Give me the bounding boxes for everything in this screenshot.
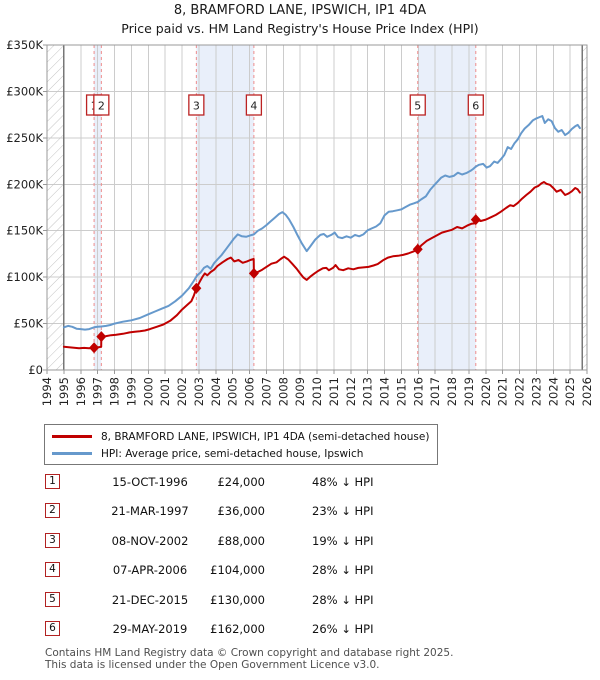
svg-text:£150K: £150K	[6, 224, 43, 238]
svg-text:£250K: £250K	[6, 131, 43, 145]
transaction-number-badge: 1	[45, 474, 60, 489]
table-row: 6 29-MAY-2019 £162,000 26% ↓ HPI	[0, 621, 600, 641]
legend-label-hpi: HPI: Average price, semi-detached house,…	[101, 447, 364, 460]
svg-text:£0: £0	[28, 363, 43, 377]
svg-text:1999: 1999	[124, 377, 138, 406]
footer-copyright: Contains HM Land Registry data © Crown c…	[45, 647, 454, 659]
transaction-date: 21-DEC-2015	[111, 593, 189, 607]
svg-text:2019: 2019	[462, 377, 476, 406]
transaction-hpi-diff: 28% ↓ HPI	[312, 563, 374, 577]
transaction-price: £130,000	[210, 593, 265, 607]
svg-text:2017: 2017	[428, 377, 442, 406]
svg-text:2022: 2022	[513, 377, 527, 406]
svg-text:1994: 1994	[40, 377, 54, 406]
transaction-price: £24,000	[217, 475, 265, 489]
svg-text:3: 3	[193, 100, 200, 113]
svg-text:1996: 1996	[74, 377, 88, 406]
table-row: 2 21-MAR-1997 £36,000 23% ↓ HPI	[0, 503, 600, 523]
svg-text:1995: 1995	[57, 377, 71, 406]
svg-text:2021: 2021	[496, 377, 510, 406]
svg-text:2013: 2013	[361, 377, 375, 406]
legend-label-property: 8, BRAMFORD LANE, IPSWICH, IP1 4DA (semi…	[101, 430, 430, 443]
svg-text:2002: 2002	[175, 377, 189, 406]
svg-text:2006: 2006	[243, 377, 257, 406]
svg-text:2025: 2025	[563, 377, 577, 406]
svg-text:2018: 2018	[445, 377, 459, 406]
svg-text:2011: 2011	[327, 377, 341, 406]
svg-text:2008: 2008	[276, 377, 290, 406]
svg-text:2012: 2012	[344, 377, 358, 406]
transaction-price: £162,000	[210, 622, 265, 636]
transaction-hpi-diff: 48% ↓ HPI	[312, 475, 374, 489]
svg-text:2020: 2020	[479, 377, 493, 406]
svg-text:2003: 2003	[192, 377, 206, 406]
transaction-number-badge: 3	[45, 533, 60, 548]
transaction-date: 15-OCT-1996	[112, 475, 188, 489]
svg-text:£350K: £350K	[6, 38, 43, 52]
svg-text:2016: 2016	[411, 377, 425, 406]
price-chart: 123456£0£50K£100K£150K£200K£250K£300K£35…	[6, 38, 594, 406]
svg-text:2000: 2000	[141, 377, 155, 406]
transaction-number-badge: 6	[45, 621, 60, 636]
transaction-date: 07-APR-2006	[112, 563, 188, 577]
svg-text:£100K: £100K	[6, 270, 43, 284]
transaction-number-badge: 4	[45, 562, 60, 577]
transaction-price: £88,000	[217, 534, 265, 548]
table-row: 1 15-OCT-1996 £24,000 48% ↓ HPI	[0, 474, 600, 494]
svg-text:2010: 2010	[310, 377, 324, 406]
legend-item-hpi: HPI: Average price, semi-detached house,…	[45, 445, 437, 462]
transaction-price: £36,000	[217, 504, 265, 518]
svg-text:£200K: £200K	[6, 177, 43, 191]
footer: Contains HM Land Registry data © Crown c…	[45, 647, 453, 672]
svg-text:£50K: £50K	[14, 317, 44, 331]
svg-text:2007: 2007	[259, 377, 273, 406]
svg-text:2001: 2001	[158, 377, 172, 406]
transaction-hpi-diff: 26% ↓ HPI	[312, 622, 374, 636]
svg-text:6: 6	[472, 100, 479, 113]
footer-licence: This data is licensed under the Open Gov…	[45, 659, 380, 672]
transaction-number-badge: 2	[45, 503, 60, 518]
svg-text:£300K: £300K	[6, 84, 43, 98]
transaction-number-badge: 5	[45, 592, 60, 607]
table-row: 3 08-NOV-2002 £88,000 19% ↓ HPI	[0, 533, 600, 553]
svg-text:2004: 2004	[209, 377, 223, 406]
svg-text:2: 2	[98, 100, 105, 113]
legend-item-property: 8, BRAMFORD LANE, IPSWICH, IP1 4DA (semi…	[45, 428, 437, 445]
red-line-swatch-icon	[52, 435, 92, 438]
svg-text:2023: 2023	[529, 377, 543, 406]
transaction-date: 08-NOV-2002	[111, 534, 189, 548]
chart-subtitle: Price paid vs. HM Land Registry's House …	[121, 21, 479, 36]
svg-text:5: 5	[414, 100, 421, 113]
transaction-date: 29-MAY-2019	[112, 622, 188, 636]
blue-line-swatch-icon	[52, 452, 92, 455]
transaction-price: £104,000	[210, 563, 265, 577]
chart-title: 8, BRAMFORD LANE, IPSWICH, IP1 4DA	[173, 3, 427, 18]
table-row: 5 21-DEC-2015 £130,000 28% ↓ HPI	[0, 592, 600, 612]
svg-text:2024: 2024	[546, 377, 560, 406]
transaction-hpi-diff: 23% ↓ HPI	[312, 504, 374, 518]
svg-text:1998: 1998	[108, 377, 122, 406]
svg-text:2026: 2026	[580, 377, 594, 406]
table-row: 4 07-APR-2006 £104,000 28% ↓ HPI	[0, 562, 600, 582]
svg-text:4: 4	[250, 100, 257, 113]
transaction-hpi-diff: 19% ↓ HPI	[312, 534, 374, 548]
svg-text:2014: 2014	[378, 377, 392, 406]
transaction-date: 21-MAR-1997	[111, 504, 189, 518]
svg-text:2005: 2005	[226, 377, 240, 406]
svg-text:2009: 2009	[293, 377, 307, 406]
legend: 8, BRAMFORD LANE, IPSWICH, IP1 4DA (semi…	[44, 424, 438, 465]
svg-text:2015: 2015	[394, 377, 408, 406]
transaction-hpi-diff: 28% ↓ HPI	[312, 593, 374, 607]
svg-text:1997: 1997	[91, 377, 105, 406]
